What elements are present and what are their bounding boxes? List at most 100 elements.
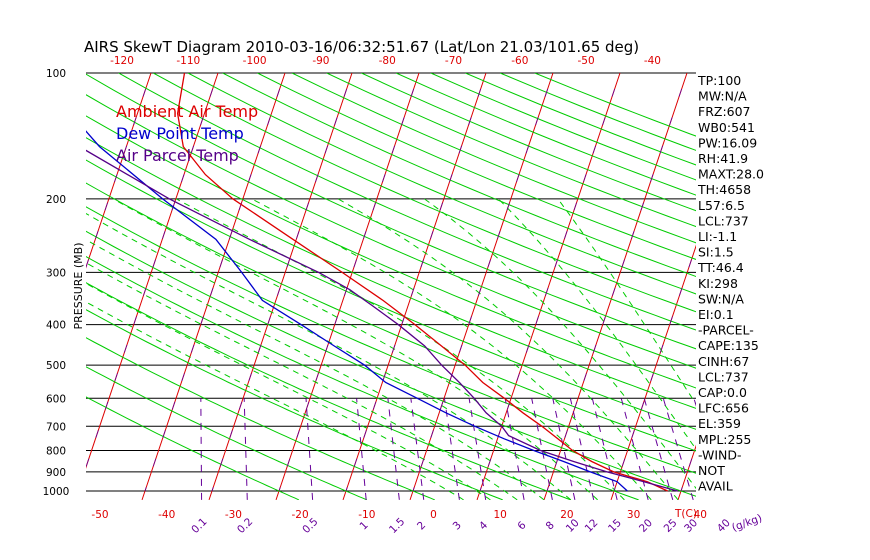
stat-line: SI:1.5	[698, 245, 734, 260]
stat-line: CAPE:135	[698, 338, 759, 353]
pressure-tick-labels: 100 200 300 400 500 600 700 800 900 1000	[43, 68, 70, 498]
isotherm-line	[342, 73, 487, 500]
pressure-tick-label: 300	[46, 267, 66, 279]
dry-adiabat-line	[86, 396, 300, 500]
guide-dash-line	[748, 73, 870, 491]
top-temp-tick-label: -60	[511, 55, 528, 67]
mixing-ratio-tick-label: 15	[606, 517, 624, 535]
bottom-temp-tick-label: -30	[225, 509, 242, 521]
top-temp-tick-label: -70	[445, 55, 462, 67]
dry-adiabat-line	[465, 73, 696, 166]
top-temp-tick-label: -40	[644, 55, 661, 67]
moist-adiabat-line	[175, 198, 625, 500]
isotherm-line	[275, 73, 420, 500]
stat-line: PW:16.09	[698, 135, 757, 150]
pressure-tick-label: 1000	[43, 486, 70, 498]
dewpoint-temp-line	[86, 130, 628, 492]
dry-adiabat-line	[86, 115, 696, 389]
mixing-ratio-line	[410, 398, 425, 500]
stat-line: RH:41.9	[698, 151, 748, 166]
ambient-temp-line	[176, 73, 668, 492]
mixing-ratio-tick-label: 2	[415, 519, 428, 532]
stat-line: WB0:541	[698, 120, 755, 135]
isotherm-line	[86, 73, 219, 469]
isotherm-line	[141, 73, 286, 500]
dry-adiabat-line	[222, 73, 696, 278]
stat-line: LFC:656	[698, 401, 749, 416]
stat-line: -PARCEL-	[698, 323, 754, 338]
mixing-ratio-line	[591, 398, 618, 500]
mixing-ratio-line	[243, 398, 248, 500]
stat-line: LI:-1.1	[698, 229, 737, 244]
dry-adiabat-line	[86, 73, 696, 350]
top-temp-tick-label: -90	[312, 55, 329, 67]
dry-adiabat-line	[86, 206, 696, 474]
dry-adiabat-line	[86, 182, 696, 452]
mixing-ratio-tick-label: 6	[515, 519, 528, 532]
legend-entry: Ambient Air Temp	[116, 102, 258, 121]
bottom-temp-tick-label: -10	[358, 509, 375, 521]
dry-adiabat-line	[187, 73, 696, 295]
mixing-ratio-tick-label: 1.5	[387, 516, 407, 536]
mixing-ratio-tick-label: 40	[715, 517, 733, 535]
isotherm-line	[745, 73, 870, 500]
pressure-tick-label: 400	[46, 320, 66, 332]
bottom-temp-tick-label: -20	[292, 509, 309, 521]
bottom-temperature-ticks: -50 -40 -30 -20 -10 0 10 20 30 40T(C)	[91, 508, 707, 521]
isotherm-line	[86, 73, 152, 269]
isotherm-line	[208, 73, 353, 500]
top-temp-tick-label: -50	[578, 55, 595, 67]
isotherm-line	[0, 73, 17, 500]
pressure-tick-label: 600	[46, 393, 66, 405]
pressure-tick-label: 100	[46, 68, 66, 80]
mixing-ratio-line	[662, 398, 694, 500]
mixing-ratio-line	[356, 398, 367, 500]
mixing-ratio-line	[620, 398, 649, 500]
top-temp-tick-label: -80	[379, 55, 396, 67]
profile-series	[86, 73, 678, 492]
stat-line: MW:N/A	[698, 89, 747, 104]
bottom-temp-tick-label: 30	[627, 509, 640, 521]
mixing-ratio-line	[643, 398, 674, 500]
mixing-ratio-line	[443, 398, 460, 500]
stat-line: CINH:67	[698, 354, 749, 369]
top-temp-tick-label: -120	[110, 55, 134, 67]
dry-adiabat-line	[86, 282, 571, 500]
dry-adiabat-line	[86, 366, 368, 500]
temperature-unit-label: T(C)	[674, 508, 697, 520]
stat-line: AVAIL	[698, 479, 733, 494]
background-lines	[0, 73, 870, 500]
isotherm-line	[812, 73, 870, 500]
mixing-ratio-line	[552, 398, 576, 500]
dry-adiabat-line	[86, 94, 696, 369]
mixing-ratio-line	[387, 398, 400, 500]
mixing-ratio-tick-label: 12	[583, 517, 601, 535]
isobar-lines	[86, 72, 696, 492]
parcel-temp-line	[86, 149, 678, 492]
isotherm-line	[476, 73, 621, 500]
stat-line: NOT	[698, 463, 725, 478]
stat-line: LCL:737	[698, 213, 749, 228]
dry-adiabat-line	[86, 256, 639, 500]
stat-line: KI:298	[698, 276, 738, 291]
moist-adiabat-line	[424, 198, 696, 490]
bottom-temp-tick-label: -40	[158, 509, 175, 521]
dry-adiabat-line	[86, 137, 696, 409]
stat-line: L57:6.5	[698, 198, 745, 213]
stat-line: CAP:0.0	[698, 385, 747, 400]
stat-line: SW:N/A	[698, 291, 744, 306]
legend: Ambient Air Temp Dew Point Temp Air Parcel…	[116, 102, 258, 165]
top-temp-tick-label: -100	[243, 55, 267, 67]
mixing-ratio-tick-label: 3	[451, 519, 464, 532]
dry-adiabat-line	[499, 73, 696, 151]
bottom-temp-tick-label: -50	[91, 509, 108, 521]
pressure-tick-label: 500	[46, 360, 66, 372]
mixing-ratio-tick-label: 4	[477, 519, 490, 532]
moist-adiabat-line	[112, 198, 598, 500]
dry-adiabat-line	[291, 73, 696, 244]
moist-adiabat-line	[86, 212, 572, 500]
dry-adiabat-line	[86, 159, 696, 430]
moist-adiabat-line	[497, 198, 696, 451]
stat-line: LCL:737	[698, 369, 749, 384]
bottom-temp-tick-label: 20	[560, 509, 573, 521]
